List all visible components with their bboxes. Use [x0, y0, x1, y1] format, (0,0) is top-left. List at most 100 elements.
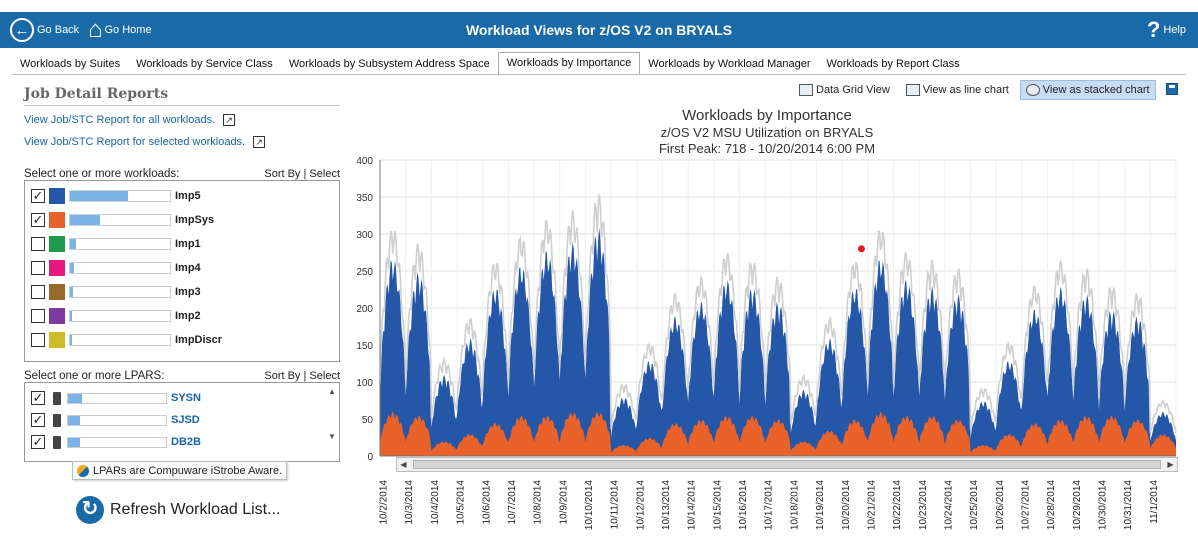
lpar-usage-bar [67, 436, 167, 448]
lpar-row[interactable]: ✓ SYSN [25, 387, 339, 409]
workload-checkbox[interactable] [31, 309, 45, 323]
scroll-thumb[interactable] [413, 460, 1161, 469]
help-button[interactable]: ? Help [1147, 12, 1186, 48]
stacked-chart-label: View as stacked chart [1042, 84, 1150, 96]
workload-row[interactable]: Imp3 [25, 280, 339, 304]
chart-toolbar: Data Grid View View as line chart View a… [788, 80, 1156, 100]
stacked-chart-button[interactable]: View as stacked chart [1019, 80, 1156, 100]
save-icon[interactable] [1166, 83, 1178, 95]
workload-checkbox[interactable] [31, 237, 45, 251]
chart-title: Workloads by Importance [682, 107, 852, 124]
x-tick-label: 10/22/2014 [892, 480, 903, 530]
workload-usage-bar [69, 238, 171, 250]
workload-row[interactable]: Imp1 [25, 232, 339, 256]
server-icon [53, 413, 61, 427]
x-tick-label: 10/8/2014 [533, 480, 544, 525]
x-tick-label: 10/14/2014 [687, 480, 698, 530]
grid-icon [799, 84, 813, 96]
tab-workload-manager[interactable]: Workloads by Workload Manager [648, 58, 811, 70]
workload-usage-bar [69, 334, 171, 346]
lpar-checkbox[interactable]: ✓ [31, 390, 45, 405]
istrobe-icon [77, 464, 89, 477]
x-tick-label: 11/1/2014 [1149, 480, 1160, 524]
workload-color-swatch [49, 308, 65, 324]
workload-checkbox[interactable] [31, 285, 45, 299]
workload-checkbox[interactable]: ✓ [31, 188, 45, 203]
lpar-checkbox[interactable]: ✓ [31, 434, 45, 449]
external-link-icon: ↗ [223, 114, 236, 126]
workload-name: ImpSys [175, 214, 215, 226]
go-back-button[interactable]: ← Go Back [10, 12, 79, 48]
x-tick-label: 10/28/2014 [1046, 480, 1057, 530]
series-area-impsys [380, 411, 1176, 456]
workload-color-swatch [49, 236, 65, 252]
y-tick-label: 300 [356, 230, 373, 241]
workload-row[interactable]: Imp2 [25, 304, 339, 328]
lpar-name: DB2B [171, 436, 201, 448]
workload-usage-bar [69, 190, 171, 202]
workload-color-swatch [49, 212, 65, 228]
lpars-sort-by-button[interactable]: Sort By [264, 370, 301, 382]
workload-row[interactable]: ImpDiscr [25, 328, 339, 352]
x-tick-label: 10/9/2014 [558, 480, 569, 525]
workload-checkbox[interactable]: ✓ [31, 212, 45, 227]
tab-service-class[interactable]: Workloads by Service Class [136, 58, 273, 70]
data-grid-label: Data Grid View [816, 84, 890, 96]
y-tick-label: 0 [367, 452, 373, 463]
x-tick-label: 10/19/2014 [815, 480, 826, 530]
tab-report-class[interactable]: Workloads by Report Class [826, 58, 960, 70]
y-tick-label: 200 [356, 304, 373, 315]
lpar-row[interactable]: ✓ SJSD [25, 409, 339, 431]
workload-checkbox[interactable] [31, 333, 45, 347]
tab-suites[interactable]: Workloads by Suites [20, 58, 121, 70]
workload-usage-bar [69, 262, 171, 274]
data-grid-view-button[interactable]: Data Grid View [794, 80, 895, 100]
lpars-scrollbar[interactable]: ▲ ▼ [328, 387, 336, 441]
report-all-label: View Job/STC Report for all workloads. [24, 114, 216, 126]
workload-checkbox[interactable] [31, 261, 45, 275]
lpars-header: Select one or more LPARS: Sort By | Sele… [24, 370, 340, 382]
go-home-button[interactable]: ⌂ Go Home [88, 12, 152, 48]
lpar-name: SJSD [171, 414, 200, 426]
workload-name: ImpDiscr [175, 334, 223, 346]
workload-name: Imp3 [175, 286, 201, 298]
workload-name: Imp5 [175, 190, 201, 202]
workload-row[interactable]: ✓ ImpSys [25, 208, 339, 232]
line-chart-button[interactable]: View as line chart [901, 80, 1014, 100]
x-tick-label: 10/12/2014 [635, 480, 646, 530]
chart-peak-note: First Peak: 718 - 10/20/2014 6:00 PM [658, 141, 876, 156]
lpar-row[interactable]: ✓ DB2B [25, 431, 339, 453]
refresh-label: Refresh Workload List... [110, 501, 281, 518]
workload-row[interactable]: ✓ Imp5 [25, 184, 339, 208]
total-line [379, 194, 1177, 434]
y-tick-label: 50 [362, 415, 374, 426]
x-tick-label: 10/18/2014 [789, 480, 800, 530]
x-tick-label: 10/25/2014 [969, 480, 980, 530]
report-selected-link[interactable]: View Job/STC Report for selected workloa… [24, 134, 344, 150]
workloads-select-button[interactable]: Select [309, 168, 340, 180]
lpars-select-button[interactable]: Select [309, 370, 340, 382]
workload-usage-bar [69, 310, 171, 322]
workloads-header: Select one or more workloads: Sort By | … [24, 168, 340, 180]
scroll-right-arrow-icon[interactable]: ▶ [1167, 460, 1174, 469]
x-tick-label: 10/26/2014 [995, 480, 1006, 530]
refresh-workload-button[interactable]: ↻ Refresh Workload List... [76, 496, 280, 524]
report-all-link[interactable]: View Job/STC Report for all workloads. ↗ [24, 112, 344, 128]
x-tick-label: 10/30/2014 [1098, 480, 1109, 530]
tab-importance[interactable]: Workloads by Importance [497, 52, 641, 74]
lpar-checkbox[interactable]: ✓ [31, 412, 45, 427]
workloads-sort-by-button[interactable]: Sort By [264, 168, 301, 180]
x-tick-label: 10/11/2014 [610, 480, 621, 530]
workload-usage-bar [69, 286, 171, 298]
scroll-left-arrow-icon[interactable]: ◀ [400, 460, 407, 469]
peak-marker [857, 245, 865, 253]
x-tick-label: 10/15/2014 [712, 480, 723, 530]
workload-name: Imp2 [175, 310, 201, 322]
x-tick-label: 10/31/2014 [1123, 480, 1134, 530]
y-tick-label: 150 [356, 341, 373, 352]
x-tick-label: 10/16/2014 [738, 480, 749, 530]
tab-subsystem-address-space[interactable]: Workloads by Subsystem Address Space [288, 58, 490, 70]
workload-row[interactable]: Imp4 [25, 256, 339, 280]
go-back-label: Go Back [37, 24, 80, 36]
chart-horizontal-scrollbar[interactable]: ◀ ▶ [396, 457, 1178, 472]
